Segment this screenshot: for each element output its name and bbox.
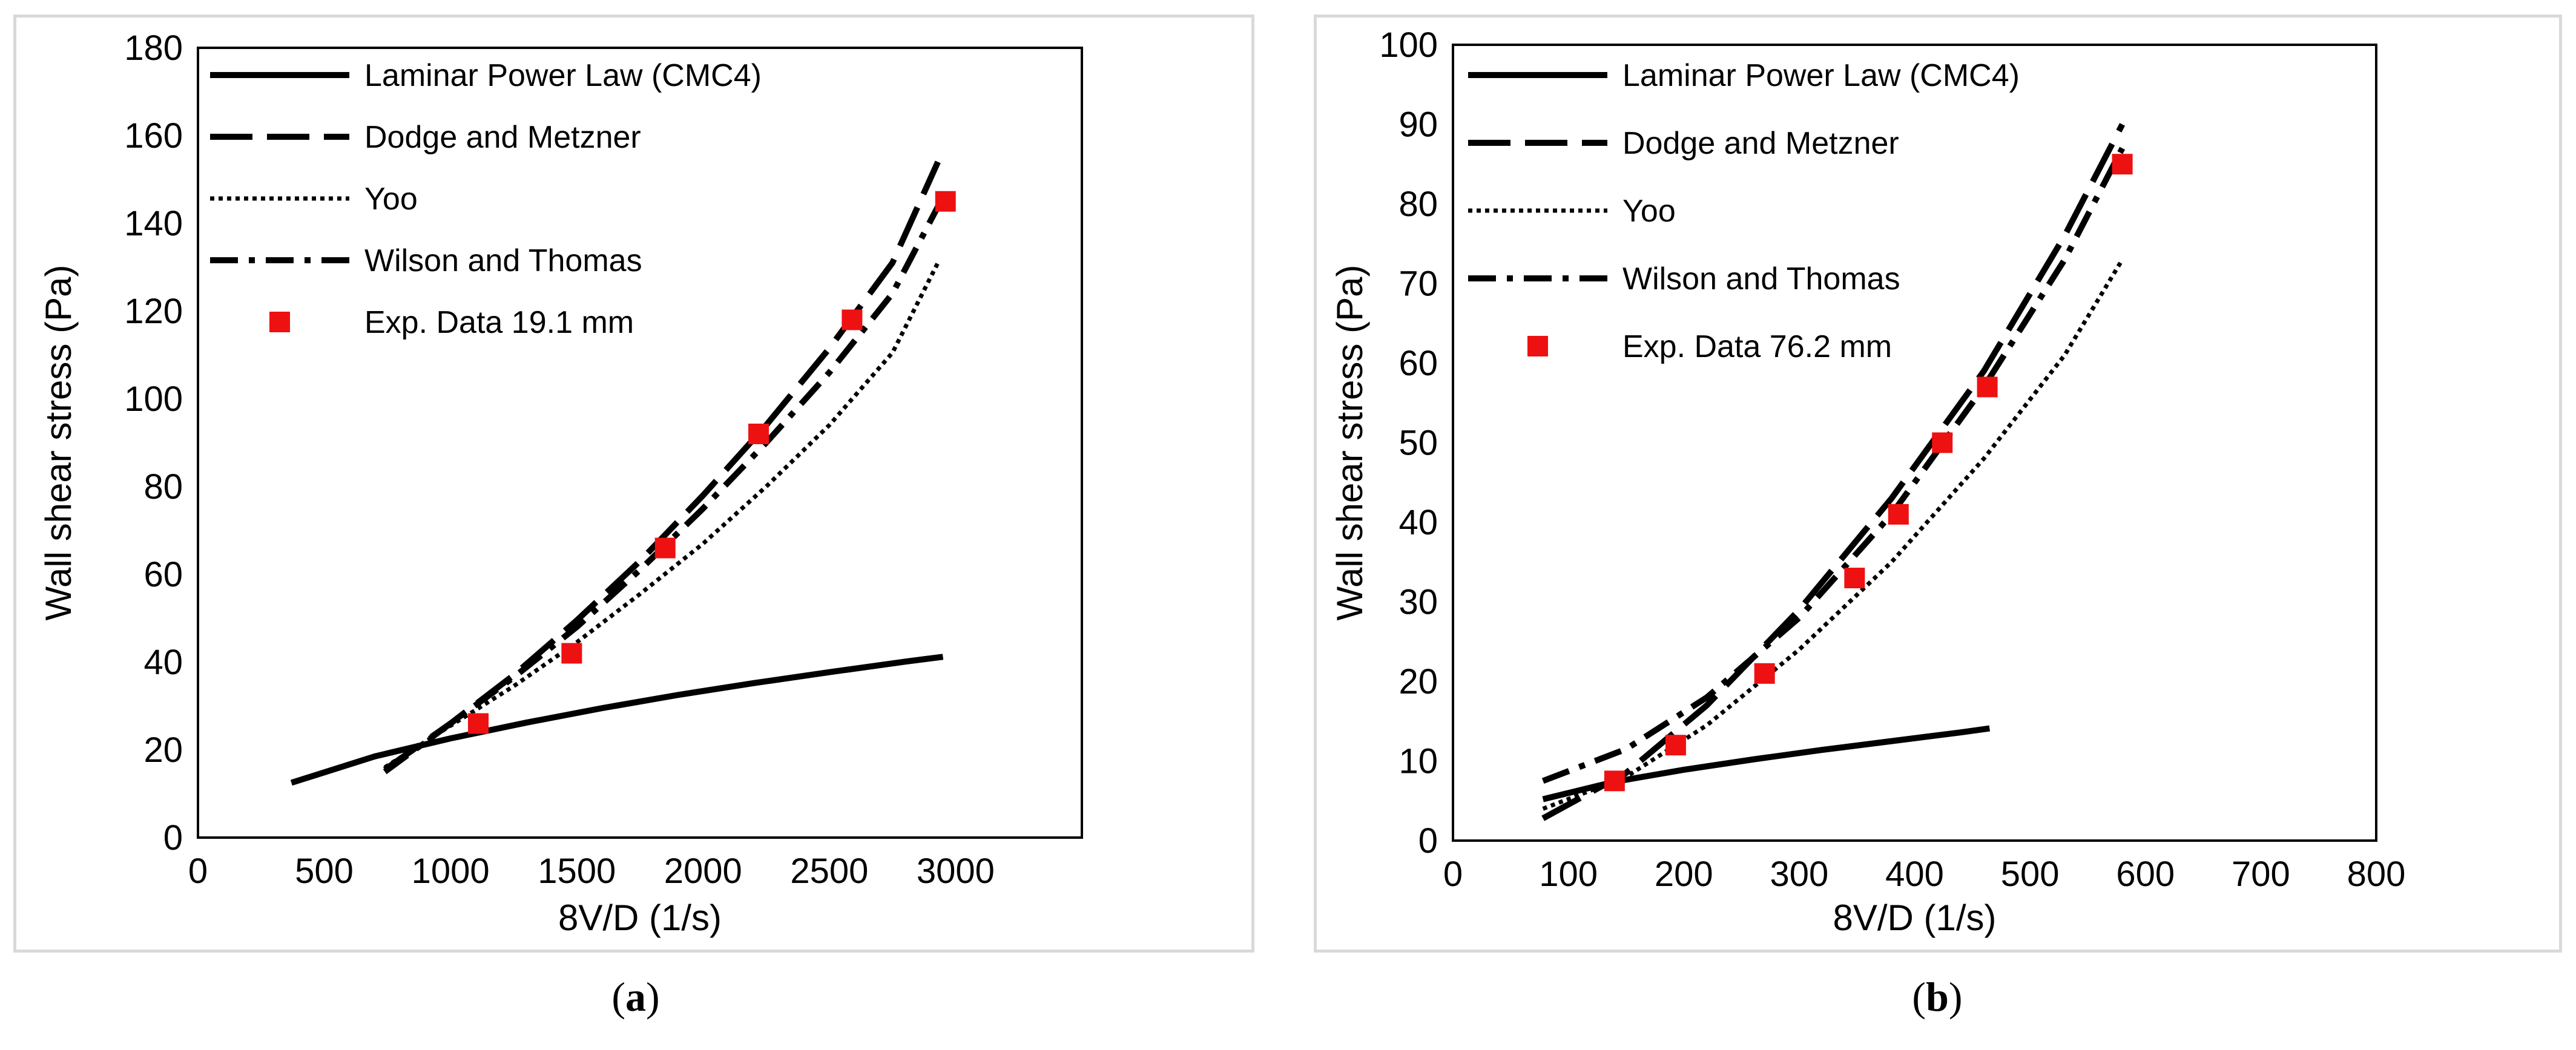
legend-label-exp-data-19-1-mm: Exp. Data 19.1 mm bbox=[364, 305, 634, 340]
x-tick-label: 700 bbox=[2232, 855, 2290, 894]
data-point-exp-data-76-2-mm bbox=[1665, 735, 1686, 756]
y-tick-label: 80 bbox=[1398, 185, 1438, 224]
legend-marker-exp-data-19-1-mm bbox=[269, 312, 290, 332]
caption-a: (a) bbox=[611, 974, 660, 1020]
y-tick-label: 50 bbox=[1398, 424, 1438, 463]
plot-area bbox=[1452, 44, 2377, 842]
x-tick-label: 0 bbox=[1443, 855, 1463, 894]
x-tick-label: 100 bbox=[1539, 855, 1598, 894]
y-tick-label: 60 bbox=[143, 555, 183, 594]
x-tick-label: 500 bbox=[295, 851, 354, 891]
chart-b: 0 100 200 300 400 500 600 700 800 0 10 20 30 40 50 60 70… bbox=[1329, 25, 2406, 938]
data-point-exp-data-76-2-mm bbox=[1844, 568, 1865, 589]
data-point-exp-data-19-1-mm bbox=[748, 424, 769, 444]
x-tick-label: 300 bbox=[1770, 855, 1828, 894]
x-tick-label: 600 bbox=[2116, 855, 2175, 894]
plot-area bbox=[197, 47, 1083, 839]
legend-label-laminar-power-law-cmc4: Laminar Power Law (CMC4) bbox=[1622, 58, 2020, 93]
data-point-exp-data-76-2-mm bbox=[2112, 154, 2133, 175]
x-tick-label: 500 bbox=[2001, 855, 2060, 894]
data-point-exp-data-19-1-mm bbox=[561, 643, 582, 664]
data-point-exp-data-19-1-mm bbox=[468, 713, 489, 734]
series-line-yoo bbox=[1542, 258, 2124, 811]
y-tick-label: 160 bbox=[124, 116, 183, 156]
x-tick-label: 1000 bbox=[412, 851, 490, 891]
data-point-exp-data-76-2-mm bbox=[1977, 376, 1998, 398]
y-axis-label: Wall shear stress (Pa) bbox=[1329, 265, 1370, 621]
x-tick-label: 2500 bbox=[790, 851, 868, 891]
x-tick-label: 2000 bbox=[664, 851, 742, 891]
y-tick-label: 120 bbox=[124, 292, 183, 331]
chart-panel-a: 0 500 1000 1500 2000 2500 3000 0 20 40 60 80 100 120 1… bbox=[13, 15, 1254, 953]
series-line-laminar-power-law-cmc4 bbox=[1542, 725, 1991, 802]
data-point-exp-data-76-2-mm bbox=[1604, 770, 1625, 792]
legend-marker-exp-data-76-2-mm bbox=[1527, 336, 1548, 356]
data-point-exp-data-19-1-mm bbox=[935, 191, 956, 212]
caption-b-letter: b bbox=[1926, 974, 1949, 1020]
x-tick-label: 800 bbox=[2347, 855, 2406, 894]
y-tick-label: 180 bbox=[124, 28, 183, 68]
x-tick-label: 0 bbox=[188, 851, 208, 891]
legend-label-wilson-and-thomas: Wilson and Thomas bbox=[1622, 261, 1900, 297]
y-tick-label: 100 bbox=[124, 379, 183, 419]
x-tick-label: 200 bbox=[1655, 855, 1713, 894]
y-tick-label: 20 bbox=[143, 730, 183, 770]
y-tick-label: 100 bbox=[1379, 25, 1438, 65]
x-tick-label: 400 bbox=[1885, 855, 1944, 894]
legend-label-yoo: Yoo bbox=[364, 182, 418, 217]
y-tick-label: 0 bbox=[163, 818, 183, 858]
caption-b: (b) bbox=[1912, 974, 1963, 1020]
y-tick-label: 30 bbox=[1398, 583, 1438, 622]
legend-label-wilson-and-thomas: Wilson and Thomas bbox=[364, 243, 642, 278]
data-point-exp-data-19-1-mm bbox=[654, 537, 676, 559]
data-point-exp-data-76-2-mm bbox=[1754, 663, 1775, 684]
legend-label-exp-data-76-2-mm: Exp. Data 76.2 mm bbox=[1622, 329, 1892, 364]
series-group bbox=[1541, 123, 2133, 821]
legend-label-dodge-and-metzner: Dodge and Metzner bbox=[364, 120, 641, 155]
x-tick-label: 1500 bbox=[538, 851, 616, 891]
series-line-wilson-and-thomas bbox=[383, 195, 946, 775]
y-tick-label: 70 bbox=[1398, 264, 1438, 304]
x-axis-label: 8V/D (1/s) bbox=[1833, 897, 1996, 938]
chart-a: 0 500 1000 1500 2000 2500 3000 0 20 40 60 80 100 120 1… bbox=[38, 28, 1083, 938]
data-point-exp-data-76-2-mm bbox=[1932, 432, 1953, 453]
y-tick-label: 40 bbox=[1398, 503, 1438, 542]
legend-label-dodge-and-metzner: Dodge and Metzner bbox=[1622, 126, 1899, 161]
series-line-dodge-and-metzner bbox=[1541, 123, 2126, 821]
y-tick-label: 40 bbox=[143, 643, 183, 682]
y-tick-label: 10 bbox=[1398, 742, 1438, 781]
chart-panel-b: 0 100 200 300 400 500 600 700 800 0 10 20 30 40 50 60 70… bbox=[1314, 15, 2562, 953]
series-line-yoo bbox=[383, 261, 940, 769]
y-tick-label: 80 bbox=[143, 467, 183, 507]
legend-label-laminar-power-law-cmc4: Laminar Power Law (CMC4) bbox=[364, 58, 762, 93]
y-tick-label: 60 bbox=[1398, 344, 1438, 383]
series-line-wilson-and-thomas bbox=[1541, 146, 2126, 784]
caption-a-letter: a bbox=[625, 974, 646, 1020]
data-point-exp-data-76-2-mm bbox=[1888, 504, 1909, 525]
x-tick-label: 3000 bbox=[917, 851, 995, 891]
data-point-exp-data-19-1-mm bbox=[842, 309, 863, 330]
y-tick-label: 90 bbox=[1398, 105, 1438, 145]
x-axis-label: 8V/D (1/s) bbox=[558, 897, 722, 938]
y-tick-label: 0 bbox=[1418, 821, 1438, 861]
y-tick-label: 20 bbox=[1398, 662, 1438, 701]
legend-label-yoo: Yoo bbox=[1622, 194, 1676, 229]
series-group bbox=[290, 160, 956, 786]
y-axis-label: Wall shear stress (Pa) bbox=[38, 265, 79, 621]
y-tick-label: 140 bbox=[124, 204, 183, 243]
